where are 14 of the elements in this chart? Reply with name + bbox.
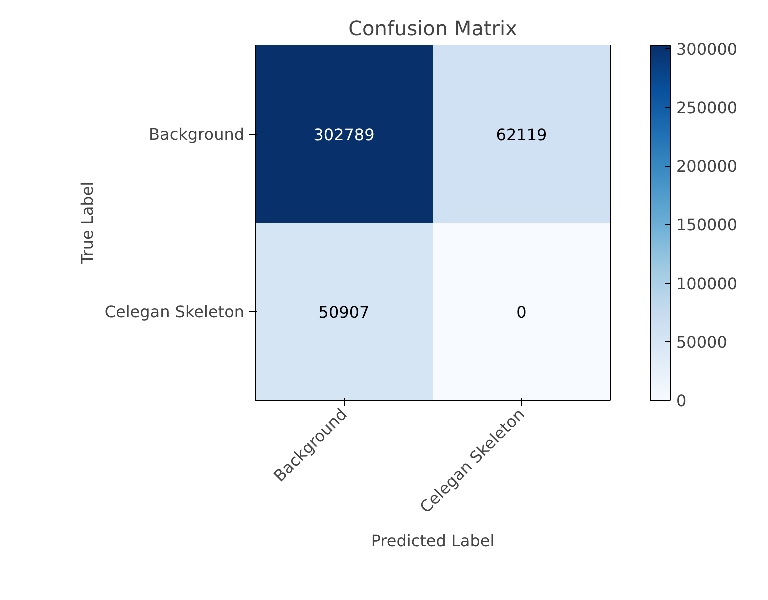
data-label: 50907 xyxy=(318,302,370,322)
color-bar-label: 0 xyxy=(676,392,687,410)
color-bar-label: 200000 xyxy=(676,157,738,176)
color-bar-label: 250000 xyxy=(676,98,738,118)
chart-title: Confusion Matrix xyxy=(348,16,518,40)
color-bar-label: 100000 xyxy=(676,274,738,294)
color-bar-label: 300000 xyxy=(676,40,738,59)
data-label: 62119 xyxy=(496,125,548,144)
data-label: 302789 xyxy=(314,125,375,144)
data-label: 0 xyxy=(516,302,527,322)
x-axis-title: Predicted Label xyxy=(371,532,495,551)
y-axis-title: True Label xyxy=(78,182,97,266)
color-bar-label: 150000 xyxy=(676,216,738,235)
color-bar-label: 50000 xyxy=(676,332,728,352)
